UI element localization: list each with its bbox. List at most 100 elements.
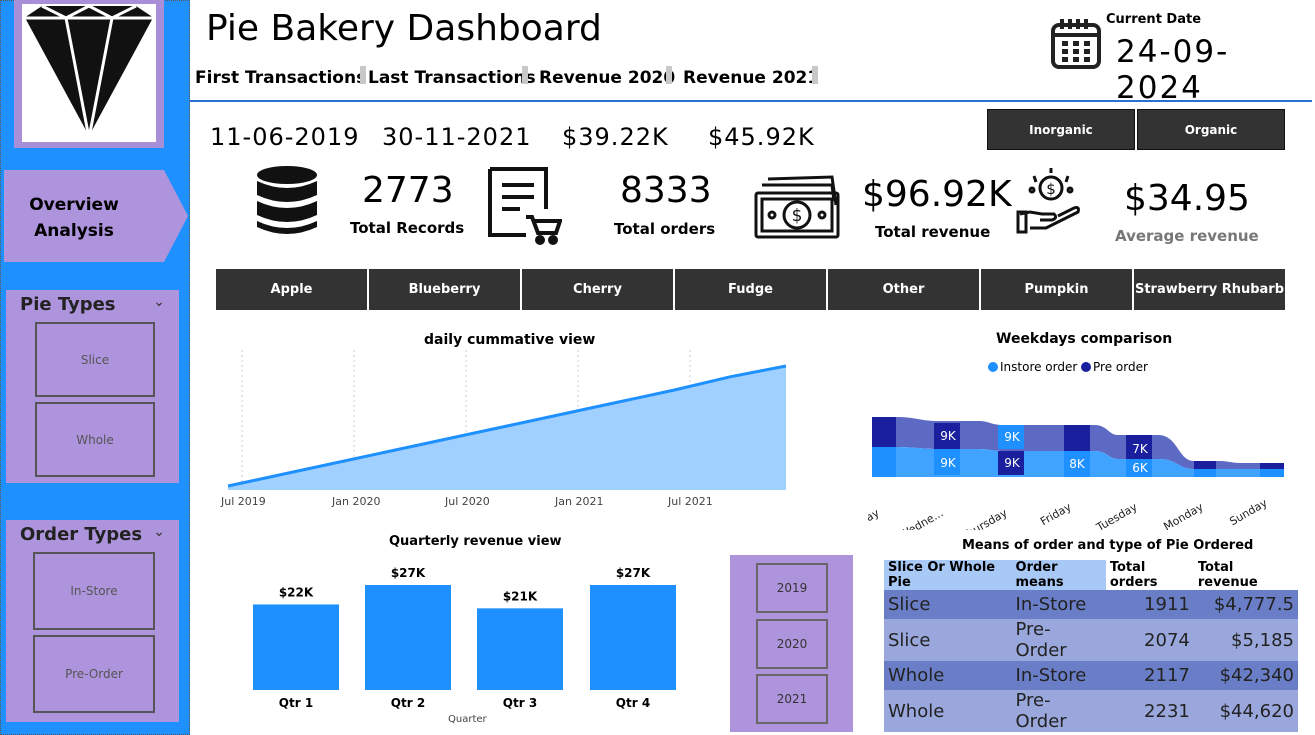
revenue-2021-value: $45.92K <box>708 123 815 151</box>
cell: In-Store <box>1011 661 1106 690</box>
x-tick-jul-2019: Jul 2019 <box>221 495 266 508</box>
weekdays-ribbon-chart: 9K 9K 9K 9K 8K 7K 6K Saturday Wedne... T… <box>868 417 1284 530</box>
year-2020[interactable]: 2020 <box>756 619 828 669</box>
bar-data-label: $27K <box>616 566 651 580</box>
diamond-logo-icon <box>22 4 156 142</box>
receipt-cart-icon <box>486 165 563 249</box>
organic-toggle[interactable]: Organic <box>1137 109 1285 150</box>
col-header: Slice Or Whole Pie <box>884 560 1012 590</box>
ribbon-label: 9K <box>1004 430 1021 444</box>
bar-category-label: Qtr 1 <box>279 696 313 710</box>
svg-text:$: $ <box>792 206 803 226</box>
chevron-down-icon[interactable]: ⌄ <box>153 524 165 540</box>
order-types-slicer: Order Types ⌄ In-Store Pre-Order <box>6 520 179 722</box>
x-tick-weekday: Thursday <box>958 506 1010 530</box>
quarterly-chart-title: Quarterly revenue view <box>389 534 562 549</box>
current-date-value: 24-09-2024 <box>1116 34 1230 106</box>
bar-qtr-4 <box>590 585 676 690</box>
header-divider <box>190 100 1312 102</box>
revenue-2020-value: $39.22K <box>562 123 669 151</box>
calendar-icon <box>1050 17 1102 75</box>
ribbon-label: 9K <box>1004 456 1021 470</box>
pie-button-fudge[interactable]: Fudge <box>675 269 826 310</box>
tab-first-transactions[interactable]: First Transactions <box>195 68 367 88</box>
order-type-preorder[interactable]: Pre-Order <box>33 635 155 713</box>
order-type-instore[interactable]: In-Store <box>33 552 155 630</box>
x-tick-weekday: Monday <box>1161 500 1206 530</box>
chevron-down-icon[interactable]: ⌄ <box>153 294 165 310</box>
cell: $4,777.5 <box>1193 590 1298 619</box>
cell: 1911 <box>1105 590 1194 619</box>
legend-preorder: Pre order <box>1081 360 1148 374</box>
average-revenue-value: $34.95 <box>1124 178 1250 219</box>
pie-button-other[interactable]: Other <box>828 269 979 310</box>
bar-data-label: $27K <box>391 566 426 580</box>
bar-qtr-2 <box>365 585 451 690</box>
legend-dot-instore <box>988 362 998 372</box>
hand-coin-icon: $ <box>1016 166 1086 242</box>
pie-types-title: Pie Types <box>20 294 116 315</box>
tab-divider <box>812 66 818 84</box>
inorganic-toggle[interactable]: Inorganic <box>987 109 1135 150</box>
x-tick-jan-2020: Jan 2020 <box>332 495 381 508</box>
pie-button-strawberry-rhubarb[interactable]: Strawberry Rhubarb <box>1134 269 1285 310</box>
cell: Slice <box>884 619 1012 661</box>
bar-category-label: Qtr 2 <box>391 696 425 710</box>
cumulative-line <box>227 364 787 488</box>
legend-instore: Instore order <box>988 360 1077 374</box>
ribbon-label: 7K <box>1132 442 1149 456</box>
average-revenue-label: Average revenue <box>1115 227 1259 245</box>
table-title: Means of order and type of Pie Ordered <box>962 538 1254 553</box>
pie-type-whole[interactable]: Whole <box>35 402 155 477</box>
total-orders-label: Total orders <box>614 220 716 238</box>
cell: Slice <box>884 590 1012 619</box>
legend-instore-label: Instore order <box>1000 360 1078 374</box>
x-tick-weekday: Friday <box>1038 500 1074 528</box>
x-tick-weekday: Tuesday <box>1093 500 1140 530</box>
first-transaction-value: 11-06-2019 <box>210 123 360 151</box>
nav-overview-analysis[interactable]: Overview Analysis <box>4 170 189 262</box>
pie-button-cherry[interactable]: Cherry <box>522 269 673 310</box>
page-title: Pie Bakery Dashboard <box>206 8 602 49</box>
ribbon-label: 8K <box>1069 457 1086 471</box>
cell: $44,620 <box>1193 690 1298 732</box>
bar-data-label: $21K <box>503 589 538 603</box>
x-tick-jan-2021: Jan 2021 <box>555 495 604 508</box>
total-records-label: Total Records <box>350 219 465 237</box>
year-2021[interactable]: 2021 <box>756 674 828 724</box>
daily-cumulative-chart <box>227 350 787 490</box>
x-tick-weekday: Wedne... <box>897 506 945 530</box>
logo-frame <box>14 0 164 148</box>
ribbon-label: 9K <box>940 456 957 470</box>
cell: In-Store <box>1011 590 1106 619</box>
legend-dot-preorder <box>1081 362 1091 372</box>
cell: $42,340 <box>1193 661 1298 690</box>
quarterly-bar-chart: $22K Qtr 1 $27K Qtr 2 $21K Qtr 3 $27K Qtr 4 <box>253 566 676 710</box>
current-date-label: Current Date <box>1106 12 1202 27</box>
ribbon-label: 6K <box>1132 461 1149 475</box>
pie-button-pumpkin[interactable]: Pumpkin <box>981 269 1132 310</box>
weekdays-chart-title: Weekdays comparison <box>996 331 1173 347</box>
cell: Pre-Order <box>1011 690 1106 732</box>
pie-button-apple[interactable]: Apple <box>216 269 367 310</box>
tab-revenue-2021[interactable]: Revenue 2021 <box>683 68 820 88</box>
pie-type-slice[interactable]: Slice <box>35 322 155 397</box>
x-tick-weekday: Sunday <box>1227 496 1270 528</box>
tab-divider <box>360 66 366 84</box>
order-types-title: Order Types <box>20 524 143 545</box>
table-row: Slice Pre-Order 2074 $5,185 <box>884 619 1298 661</box>
pie-button-blueberry[interactable]: Blueberry <box>369 269 520 310</box>
tab-revenue-2020[interactable]: Revenue 2020 <box>539 68 676 88</box>
table-row: Slice In-Store 1911 $4,777.5 <box>884 590 1298 619</box>
cell: 2117 <box>1105 661 1194 690</box>
col-header: Total revenue <box>1193 560 1298 590</box>
year-2019[interactable]: 2019 <box>756 563 828 613</box>
pie-types-slicer: Pie Types ⌄ Slice Whole <box>6 290 179 483</box>
quarter-axis-label: Quarter <box>448 714 487 725</box>
total-revenue-label: Total revenue <box>875 223 991 241</box>
total-records-value: 2773 <box>362 170 454 211</box>
total-orders-value: 8333 <box>620 170 712 211</box>
cell: Whole <box>884 690 1012 732</box>
legend-preorder-label: Pre order <box>1093 360 1148 374</box>
tab-last-transactions[interactable]: Last Transactions <box>368 68 536 88</box>
